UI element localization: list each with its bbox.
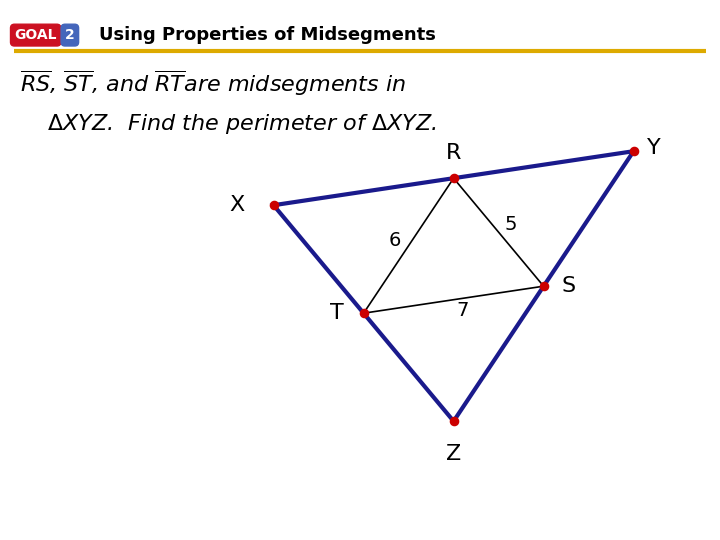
Text: GOAL: GOAL [14,28,57,42]
Text: 6: 6 [388,231,401,250]
Point [358,309,369,318]
Text: T: T [330,303,343,323]
Point [538,282,549,291]
Text: R: R [446,143,462,163]
Point [628,147,639,156]
Point [268,201,279,210]
Text: 2: 2 [65,28,75,42]
Point [448,417,459,426]
Text: Using Properties of Midsegments: Using Properties of Midsegments [99,26,436,44]
Text: 5: 5 [505,214,518,234]
Text: $\overline{RS}$, $\overline{ST}$, and $\overline{RT}$are midsegments in: $\overline{RS}$, $\overline{ST}$, and $\… [20,69,406,98]
Text: $\Delta XYZ$.  Find the perimeter of $\Delta XYZ$.: $\Delta XYZ$. Find the perimeter of $\De… [47,112,436,136]
Text: Y: Y [647,138,660,159]
Point [448,174,459,183]
Text: S: S [562,276,576,296]
Text: Z: Z [446,444,462,464]
Text: 7: 7 [456,301,469,320]
Text: X: X [230,195,245,215]
